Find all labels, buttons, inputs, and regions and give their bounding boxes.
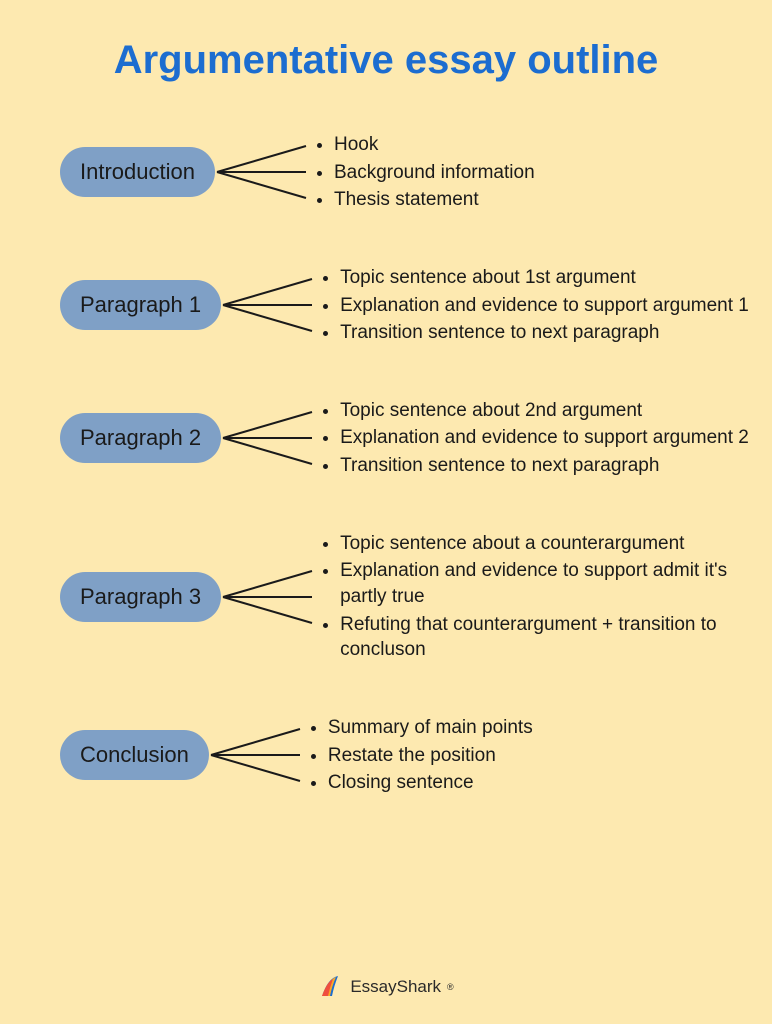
connector-lines — [209, 716, 304, 794]
connector-lines — [221, 399, 316, 477]
bullet-list: Topic sentence about 1st argumentExplana… — [316, 263, 749, 348]
outline-section: Conclusion Summary of main pointsRestate … — [0, 713, 772, 798]
section-node: Introduction — [60, 147, 215, 197]
bullet-item: Closing sentence — [328, 770, 533, 796]
sections-container: Introduction HookBackground informationTh… — [0, 130, 772, 846]
registered-mark: ® — [447, 982, 454, 992]
bullet-item: Topic sentence about 2nd argument — [340, 398, 749, 424]
bullet-item: Topic sentence about a counterargument — [340, 531, 772, 557]
bullet-list: HookBackground informationThesis stateme… — [310, 130, 535, 215]
bullet-list: Topic sentence about 2nd argumentExplana… — [316, 396, 749, 481]
outline-section: Paragraph 3 Topic sentence about a counte… — [0, 529, 772, 665]
section-node: Conclusion — [60, 730, 209, 780]
section-node: Paragraph 1 — [60, 280, 221, 330]
outline-section: Paragraph 2 Topic sentence about 2nd argu… — [0, 396, 772, 481]
bullet-item: Background information — [334, 160, 535, 186]
section-node: Paragraph 2 — [60, 413, 221, 463]
bullet-item: Summary of main points — [328, 715, 533, 741]
bullet-item: Explanation and evidence to support admi… — [340, 558, 772, 609]
bullet-item: Thesis statement — [334, 187, 535, 213]
brand-text: EssayShark — [350, 977, 441, 997]
bullet-item: Transition sentence to next paragraph — [340, 453, 749, 479]
bullet-item: Hook — [334, 132, 535, 158]
connector-lines — [215, 133, 310, 211]
bullet-list: Summary of main pointsRestate the positi… — [304, 713, 533, 798]
connector-lines — [221, 558, 316, 636]
outline-section: Paragraph 1 Topic sentence about 1st argu… — [0, 263, 772, 348]
bullet-item: Topic sentence about 1st argument — [340, 265, 749, 291]
footer-brand: EssayShark ® — [0, 974, 772, 1000]
bullet-item: Explanation and evidence to support argu… — [340, 425, 749, 451]
section-node: Paragraph 3 — [60, 572, 221, 622]
bullet-item: Transition sentence to next paragraph — [340, 320, 749, 346]
bullet-item: Explanation and evidence to support argu… — [340, 293, 749, 319]
bullet-item: Refuting that counterargument + transiti… — [340, 612, 772, 663]
shark-fin-icon — [318, 974, 344, 1000]
bullet-list: Topic sentence about a counterargumentEx… — [316, 529, 772, 665]
page-title: Argumentative essay outline — [0, 0, 772, 83]
bullet-item: Restate the position — [328, 743, 533, 769]
connector-lines — [221, 266, 316, 344]
outline-section: Introduction HookBackground informationTh… — [0, 130, 772, 215]
